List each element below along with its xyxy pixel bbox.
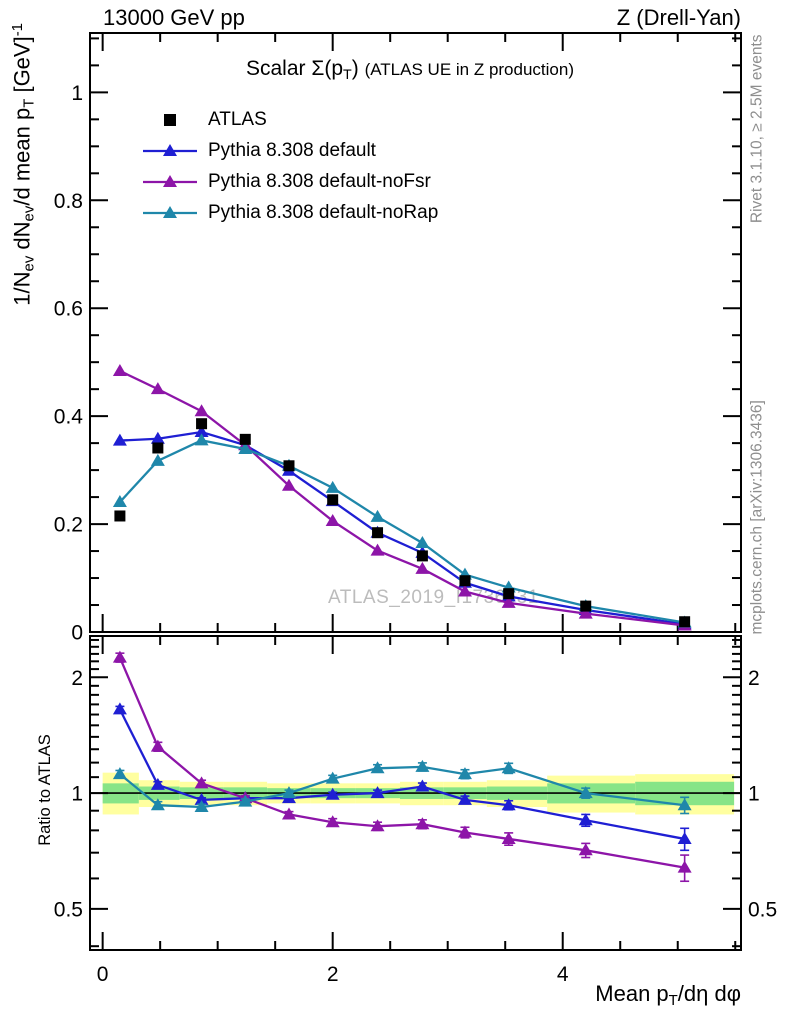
legend-item-atlas: ATLAS [141, 104, 438, 135]
svg-text:0: 0 [97, 963, 109, 986]
svg-text:0.4: 0.4 [54, 406, 84, 429]
svg-text:0.5: 0.5 [54, 898, 83, 921]
ratio-axis-title: Ratio to ATLAS [36, 734, 54, 846]
analysis-id-watermark: ATLAS_2019_I1736531 [328, 587, 539, 608]
pythia-default-triangle-marker-icon [141, 141, 199, 161]
svg-text:1: 1 [748, 783, 760, 806]
svg-text:0: 0 [71, 622, 83, 645]
svg-text:0.2: 0.2 [54, 514, 83, 537]
series-pythia-8-308-default-norap [112, 433, 692, 815]
legend-label-pythia-default: Pythia 8.308 default [208, 139, 376, 161]
plot-title: Scalar Σ(pT) (ATLAS UE in Z production) [246, 57, 574, 83]
svg-text:0.5: 0.5 [748, 898, 777, 921]
svg-text:1: 1 [71, 783, 83, 806]
svg-text:1: 1 [71, 82, 83, 105]
svg-text:2: 2 [748, 667, 760, 690]
process-label: Z (Drell-Yan) [616, 5, 741, 30]
x-axis-title: Mean pT/dη dφ [595, 981, 741, 1010]
svg-text:4: 4 [557, 963, 569, 986]
legend-label-pythia-norap: Pythia 8.308 default-noRap [208, 201, 439, 223]
svg-text:2: 2 [71, 667, 83, 690]
svg-text:0.6: 0.6 [54, 298, 83, 321]
rivet-version-label: Rivet 3.1.10, ≥ 2.5M events [748, 34, 766, 224]
beam-energy-label: 13000 GeV pp [103, 5, 245, 30]
main-panel-frame [89, 32, 742, 633]
svg-text:0.8: 0.8 [54, 190, 83, 213]
pythia-norap-triangle-marker-icon [141, 203, 199, 223]
atlas-square-marker-icon [141, 110, 199, 130]
y-axis-title: 1/Nev dNev/d mean pT [GeV]-1 [9, 23, 38, 306]
legend-item-pythia-nofsr: Pythia 8.308 default-noFsr [141, 166, 438, 197]
legend-item-pythia-default: Pythia 8.308 default [141, 135, 438, 166]
mcplots-credit-label: mcplots.cern.ch [arXiv:1306.3436] [748, 400, 766, 635]
axis-ticks [90, 33, 741, 950]
svg-text:2: 2 [327, 963, 339, 986]
tick-labels: 0 2 4 0 0.2 0.4 0.6 0.8 1 0.5 0.5 1 1 2 2 [54, 82, 777, 986]
pythia-nofsr-triangle-marker-icon [141, 172, 199, 192]
legend-label-atlas: ATLAS [208, 108, 267, 130]
series-atlas [114, 418, 691, 628]
legend-label-pythia-nofsr: Pythia 8.308 default-noFsr [208, 170, 431, 192]
legend-item-pythia-norap: Pythia 8.308 default-noRap [141, 197, 438, 228]
legend: ATLAS Pythia 8.308 default Pythia 8.308 … [141, 104, 438, 228]
